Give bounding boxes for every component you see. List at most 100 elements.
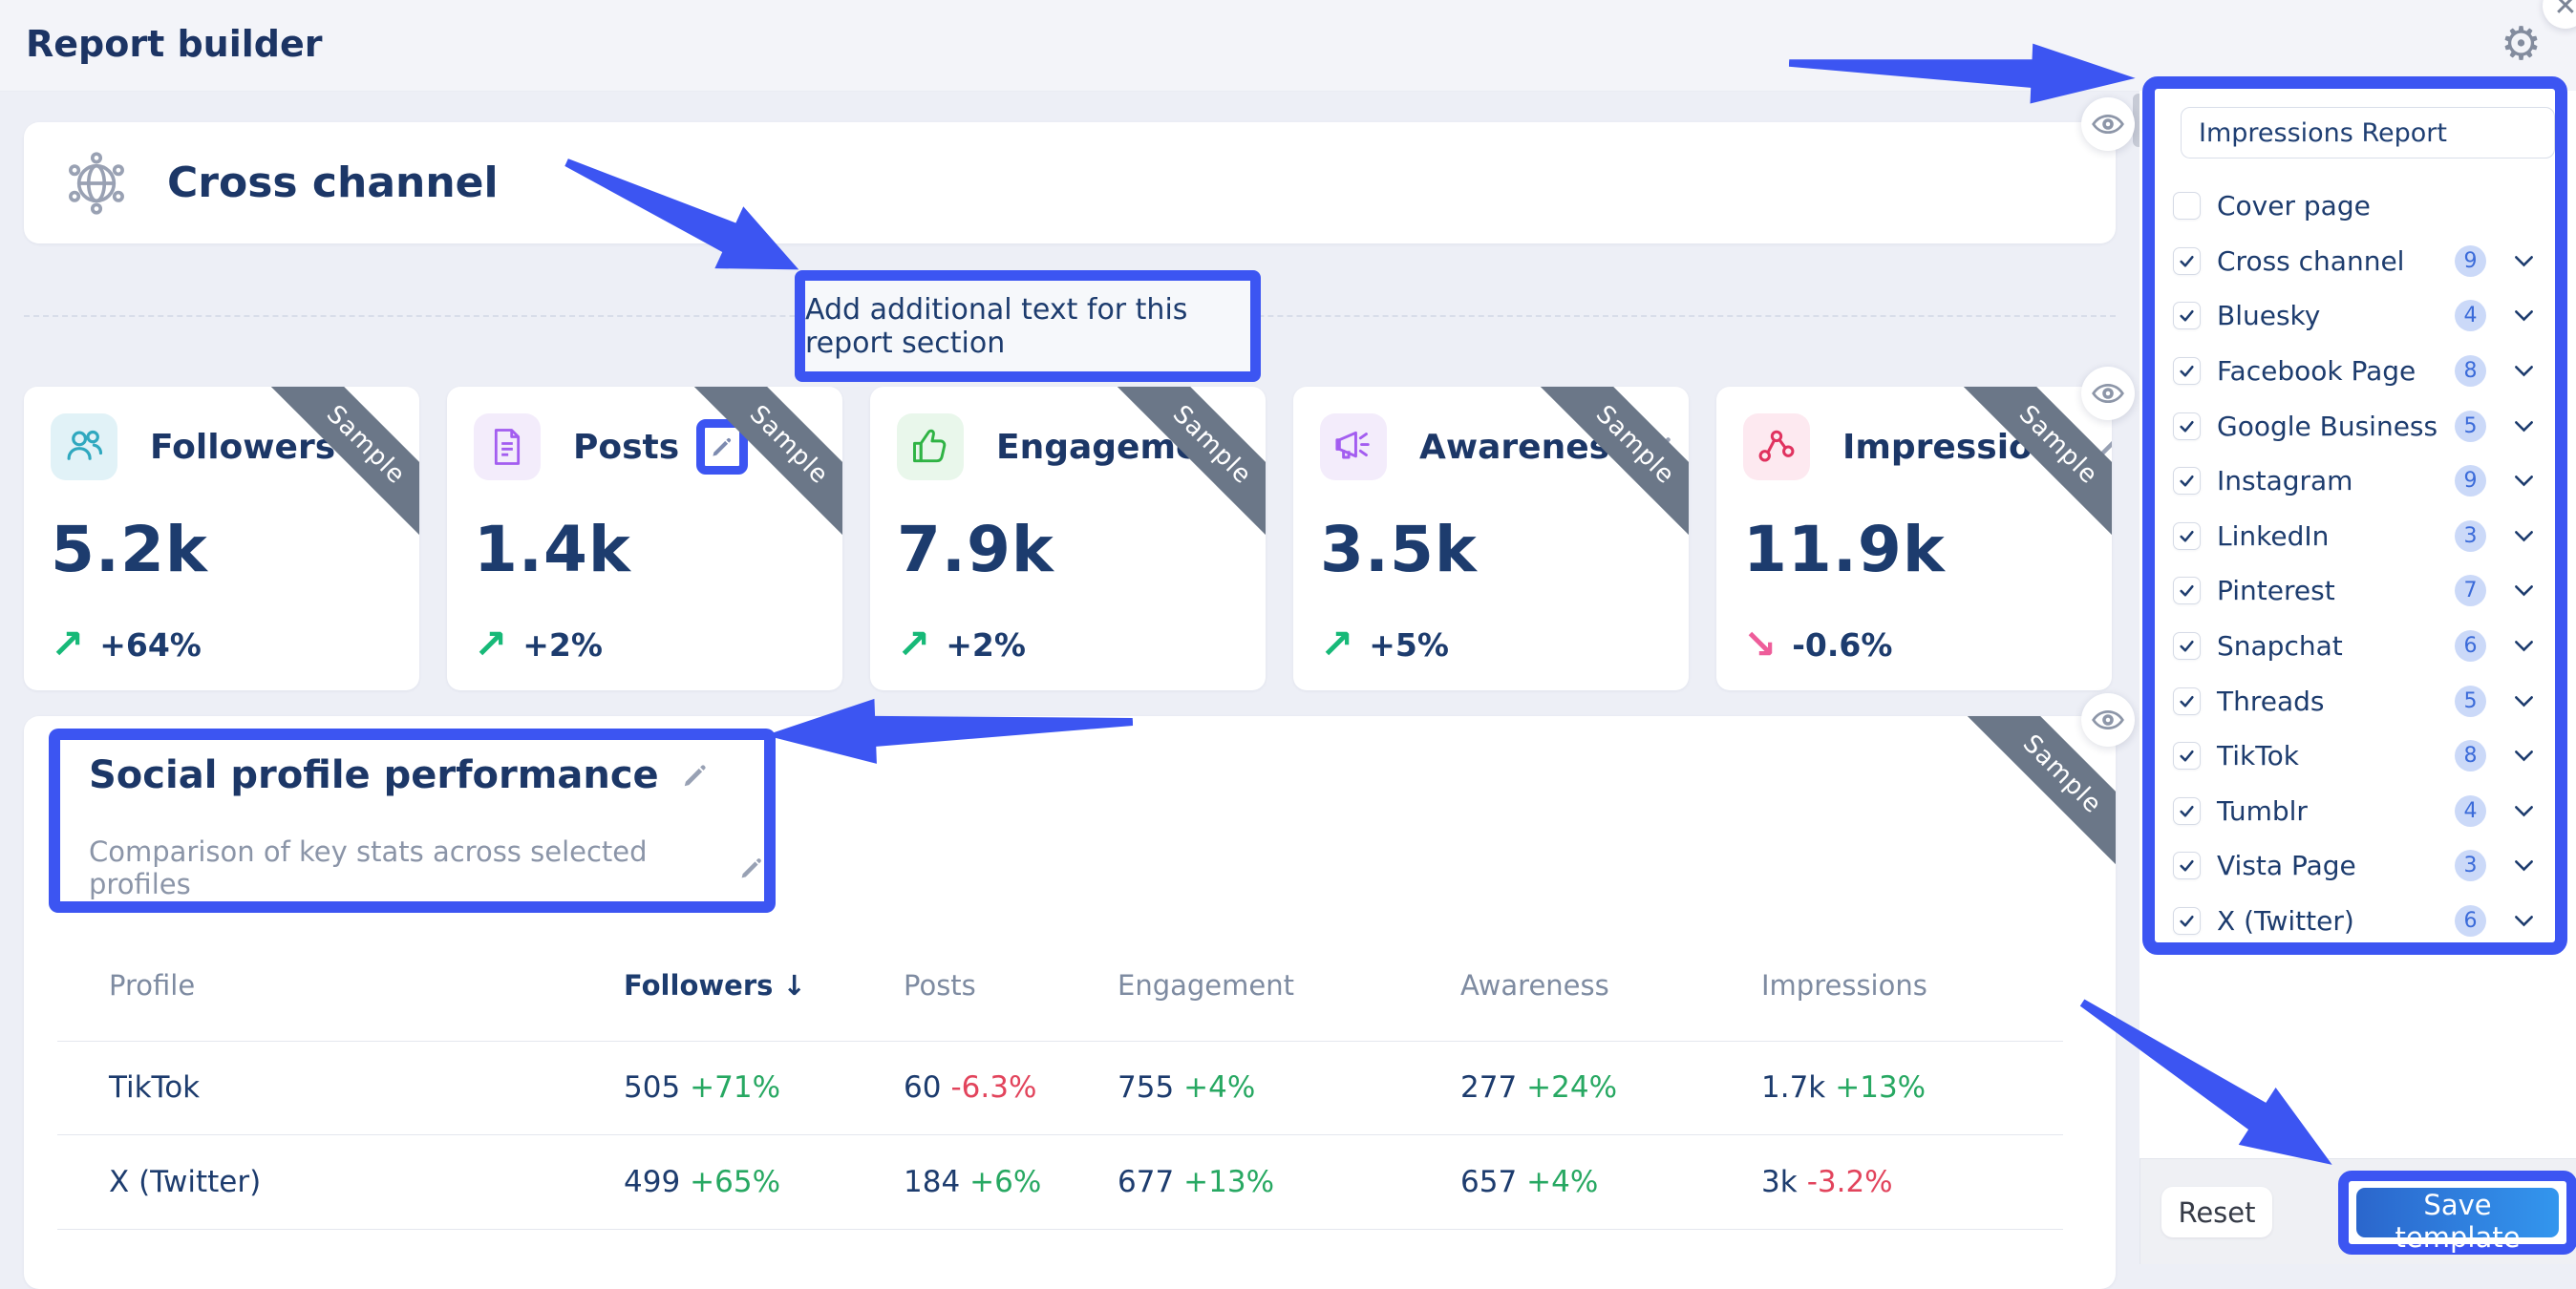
save-template-highlight-box: Save template bbox=[2338, 1171, 2576, 1255]
cross-channel-section: Cross channel bbox=[24, 122, 2116, 243]
chevron-down-icon[interactable] bbox=[2514, 309, 2534, 322]
metric-delta: +2% bbox=[522, 625, 603, 664]
sidebar-section-item[interactable]: X (Twitter) 6 bbox=[2173, 894, 2538, 949]
sidebar-section-item[interactable]: Threads 5 bbox=[2173, 673, 2538, 729]
awareness-megaphone-icon bbox=[1320, 413, 1387, 480]
checkbox[interactable] bbox=[2173, 852, 2201, 880]
sidebar-section-item[interactable]: TikTok 8 bbox=[2173, 729, 2538, 784]
social-section-subtitle: Comparison of key stats across selected … bbox=[89, 835, 648, 900]
sidebar-section-item[interactable]: Vista Page 3 bbox=[2173, 838, 2538, 894]
count-badge: 4 bbox=[2455, 794, 2486, 827]
table-column-header[interactable]: Profile bbox=[109, 969, 196, 1002]
metric-card: Sample Impressions 11.9k ↘ -0.6% bbox=[1716, 387, 2112, 690]
metric-card: Sample Engagement 7.9k ↗ +2% bbox=[870, 387, 1266, 690]
metric-value: 3.5k bbox=[1320, 513, 1478, 586]
reset-button[interactable]: Reset bbox=[2161, 1187, 2272, 1237]
followers-people-icon bbox=[51, 413, 117, 480]
sidebar-item-label: Pinterest bbox=[2217, 575, 2335, 607]
checkbox[interactable] bbox=[2173, 742, 2201, 771]
eye-toggle-social-section[interactable] bbox=[2081, 693, 2135, 747]
chevron-down-icon[interactable] bbox=[2514, 530, 2534, 542]
edit-pencil-icon-highlighted[interactable] bbox=[696, 419, 749, 475]
sidebar-section-item[interactable]: Bluesky 4 bbox=[2173, 288, 2538, 344]
chevron-down-icon[interactable] bbox=[2514, 915, 2534, 927]
sidebar-section-item[interactable]: LinkedIn 3 bbox=[2173, 509, 2538, 564]
edit-pencil-icon[interactable] bbox=[2097, 434, 2112, 459]
sidebar-item-label: Google Business bbox=[2217, 410, 2438, 442]
metric-cell: 657 +4% bbox=[1460, 1165, 1599, 1199]
sidebar-section-item[interactable]: Tumblr 4 bbox=[2173, 784, 2538, 839]
metric-cell: 60 -6.3% bbox=[904, 1070, 1037, 1105]
eye-toggle-cross-channel[interactable] bbox=[2081, 97, 2135, 151]
checkbox[interactable] bbox=[2173, 577, 2201, 605]
chevron-down-icon[interactable] bbox=[2514, 255, 2534, 267]
edit-pencil-icon[interactable] bbox=[1649, 434, 1673, 459]
metric-card: Sample Awareness 3.5k ↗ +5% bbox=[1293, 387, 1689, 690]
checkbox[interactable] bbox=[2173, 412, 2201, 440]
sidebar-section-item[interactable]: Snapchat 6 bbox=[2173, 619, 2538, 674]
social-section-title: Social profile performance bbox=[89, 753, 659, 797]
count-badge: 8 bbox=[2455, 740, 2486, 772]
edit-pencil-icon[interactable] bbox=[682, 762, 709, 789]
sidebar-section-item[interactable]: Facebook Page 8 bbox=[2173, 344, 2538, 399]
table-row: TikTok 505 +71% 60 -6.3% 755 +4% 277 +24% 1.7k +13… bbox=[109, 1041, 2063, 1134]
edit-pencil-icon[interactable] bbox=[354, 434, 379, 459]
count-badge: 8 bbox=[2455, 355, 2486, 388]
eye-toggle-metrics-row[interactable] bbox=[2081, 367, 2135, 420]
chevron-down-icon[interactable] bbox=[2514, 695, 2534, 708]
sidebar-section-item[interactable]: Pinterest 7 bbox=[2173, 563, 2538, 619]
sidebar-item-label: Bluesky bbox=[2217, 300, 2321, 332]
close-icon[interactable]: ✕ bbox=[2543, 0, 2576, 29]
checkbox[interactable] bbox=[2173, 357, 2201, 386]
chevron-down-icon[interactable] bbox=[2514, 365, 2534, 377]
trend-arrow-icon: ↘ bbox=[1743, 621, 1778, 667]
table-column-header[interactable]: Followers ↓ bbox=[624, 969, 806, 1002]
metric-card-title: Followers bbox=[150, 427, 336, 467]
chevron-down-icon[interactable] bbox=[2514, 584, 2534, 597]
chevron-down-icon[interactable] bbox=[2514, 750, 2534, 762]
checkbox[interactable] bbox=[2173, 687, 2201, 715]
report-name-input[interactable] bbox=[2181, 107, 2555, 158]
table-header-row: Profile Followers ↓ Posts Engagement Awarene… bbox=[109, 960, 2063, 1011]
count-badge: 4 bbox=[2455, 300, 2486, 332]
trend-arrow-icon: ↗ bbox=[1320, 621, 1354, 667]
sidebar-section-item[interactable]: Instagram 9 bbox=[2173, 454, 2538, 509]
checkbox[interactable] bbox=[2173, 796, 2201, 825]
sidebar-item-label: LinkedIn bbox=[2217, 519, 2330, 552]
edit-pencil-icon[interactable] bbox=[739, 856, 764, 880]
save-template-button[interactable]: Save template bbox=[2356, 1188, 2559, 1254]
gear-icon[interactable]: ⚙ bbox=[2501, 17, 2543, 71]
metric-cell: 499 +65% bbox=[624, 1165, 781, 1199]
sidebar-section-item[interactable]: Cross channel 9 bbox=[2173, 234, 2538, 289]
checkbox[interactable] bbox=[2173, 302, 2201, 330]
posts-document-icon bbox=[474, 413, 541, 480]
table-column-header[interactable]: Engagement bbox=[1118, 969, 1294, 1002]
metric-cell: 277 +24% bbox=[1460, 1070, 1618, 1105]
checkbox[interactable] bbox=[2173, 467, 2201, 496]
metric-card: Sample Followers 5.2k ↗ +64% bbox=[24, 387, 419, 690]
sidebar-section-item[interactable]: Cover page bbox=[2173, 179, 2538, 234]
table-divider bbox=[57, 1041, 2063, 1042]
sidebar-item-label: Cover page bbox=[2217, 190, 2371, 222]
count-badge: 9 bbox=[2455, 244, 2486, 277]
table-column-header[interactable]: Posts bbox=[904, 969, 976, 1002]
chevron-down-icon[interactable] bbox=[2514, 805, 2534, 817]
checkbox[interactable] bbox=[2173, 907, 2201, 936]
table-divider bbox=[57, 1229, 2063, 1230]
sidebar-item-label: Cross channel bbox=[2217, 244, 2405, 277]
table-column-header[interactable]: Impressions bbox=[1761, 969, 1927, 1002]
metric-card-title: Impressions bbox=[1842, 427, 2077, 467]
checkbox[interactable] bbox=[2173, 632, 2201, 661]
checkbox[interactable] bbox=[2173, 521, 2201, 550]
add-text-button[interactable]: Add additional text for this report sect… bbox=[795, 270, 1261, 382]
table-column-header[interactable]: Awareness bbox=[1460, 969, 1609, 1002]
chevron-down-icon[interactable] bbox=[2514, 475, 2534, 487]
count-badge: 6 bbox=[2455, 630, 2486, 663]
checkbox[interactable] bbox=[2173, 192, 2201, 221]
chevron-down-icon[interactable] bbox=[2514, 859, 2534, 872]
count-badge: 3 bbox=[2455, 519, 2486, 552]
chevron-down-icon[interactable] bbox=[2514, 640, 2534, 652]
sidebar-section-item[interactable]: Google Business 5 bbox=[2173, 398, 2538, 454]
chevron-down-icon[interactable] bbox=[2514, 420, 2534, 433]
checkbox[interactable] bbox=[2173, 246, 2201, 275]
